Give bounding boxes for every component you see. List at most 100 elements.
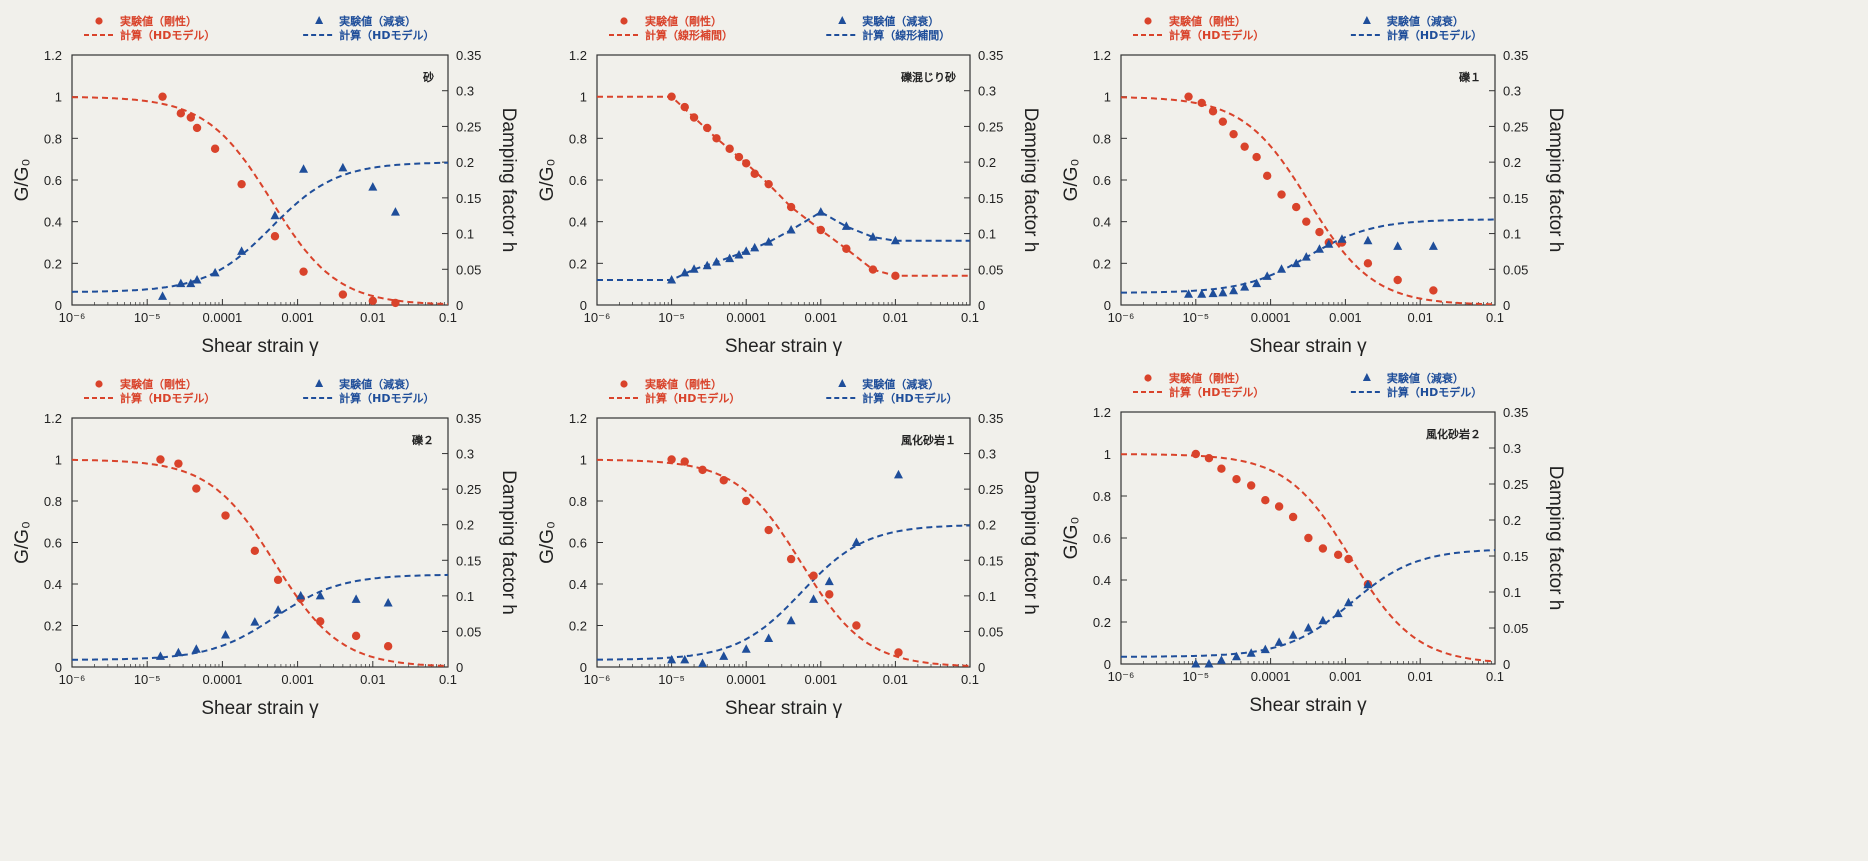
y-left-tick-label: 1 <box>1104 90 1111 105</box>
stiffness-point <box>1217 464 1226 473</box>
x-tick-label: 0.0001 <box>726 310 766 325</box>
legend-damping-calc: 計算（HDモデル） <box>1387 385 1482 399</box>
damping-point <box>786 615 796 625</box>
stiffness-calc-curve <box>1121 96 1495 305</box>
y-left-tick-label: 0.4 <box>569 215 587 230</box>
y-right-tick-label: 0 <box>1503 657 1510 672</box>
stiffness-point <box>250 546 260 555</box>
damping-point <box>270 210 280 220</box>
curves <box>597 458 970 667</box>
y-right-tick-label: 0.35 <box>456 411 481 426</box>
stiffness-point <box>1315 227 1324 237</box>
stiffness-point <box>1288 512 1298 522</box>
damping-point <box>368 182 378 191</box>
plot-frame <box>596 54 971 306</box>
legend-damping-calc: 計算（HDモデル） <box>339 391 434 405</box>
stiffness-calc-curve <box>597 95 970 277</box>
x-axis-label: Shear strain γ <box>725 336 843 357</box>
damping-point <box>1303 623 1313 632</box>
stiffness-point <box>1274 502 1284 511</box>
y-right-tick-label: 0.25 <box>978 482 1003 497</box>
y-left-tick-label: 0.8 <box>1093 489 1111 504</box>
y-right-tick-label: 0.05 <box>456 624 481 639</box>
damping-point <box>667 275 677 284</box>
y-right-tick-label: 0.25 <box>456 482 481 497</box>
stiffness-point <box>1302 217 1311 226</box>
y-right-axis-label: Damping factor h <box>498 108 519 253</box>
y-right-tick-label: 0.3 <box>1503 84 1521 99</box>
damping-point <box>1231 651 1241 661</box>
y-right-tick-label: 0.2 <box>978 155 996 170</box>
y-left-tick-label: 1.2 <box>1093 48 1111 63</box>
x-tick-label: 10⁻⁵ <box>1182 669 1209 684</box>
damping-point <box>702 260 712 270</box>
x-tick-label: 0.0001 <box>203 310 243 325</box>
y-right-tick-label: 0.1 <box>456 227 474 242</box>
y-right-tick-label: 0.35 <box>978 411 1003 426</box>
damping-point <box>192 275 202 284</box>
legend-stiffness-marker <box>620 380 628 388</box>
damping-point <box>698 658 708 667</box>
y-left-tick-label: 0.2 <box>44 256 62 271</box>
y-right-tick-label: 0.2 <box>456 518 474 533</box>
x-tick-label: 0.0001 <box>1251 669 1291 684</box>
y-right-tick-label: 0.35 <box>1503 405 1528 420</box>
damping-point <box>1363 235 1373 245</box>
legend: 実験値（剛性）計算（HDモデル）実験値（減衰）計算（HDモデル） <box>1133 371 1482 399</box>
damping-point <box>299 164 309 173</box>
damping-point <box>1343 597 1353 607</box>
y-right-axis-label: Damping factor h <box>1020 470 1041 615</box>
y-right-tick-label: 0.3 <box>1503 441 1521 456</box>
curves <box>1121 453 1495 663</box>
stiffness-point <box>351 631 361 641</box>
y-left-tick-label: 0.4 <box>44 577 62 592</box>
stiffness-point <box>273 575 283 585</box>
stiffness-point <box>1246 481 1256 490</box>
stiffness-point <box>1229 129 1238 139</box>
damping-point <box>1252 278 1262 288</box>
legend-stiffness-exp: 実験値（剛性） <box>1169 14 1246 28</box>
y-right-tick-label: 0.25 <box>978 119 1003 134</box>
y-left-tick-label: 0.4 <box>1093 573 1111 588</box>
damping-point <box>741 644 751 653</box>
damping-point <box>851 537 861 546</box>
stiffness-point <box>156 455 165 464</box>
x-tick-label: 0.01 <box>883 672 908 687</box>
stiffness-point <box>712 134 721 143</box>
x-tick-label: 10⁻⁶ <box>59 310 86 325</box>
x-axis-label: Shear strain γ <box>1249 336 1367 357</box>
stiffness-point <box>338 290 348 299</box>
stiffness-point <box>667 92 676 101</box>
stiffness-point <box>1363 259 1373 268</box>
stiffness-point <box>764 525 773 535</box>
y-left-tick-label: 0.6 <box>1093 173 1111 188</box>
damping-point <box>383 597 393 607</box>
damping-point <box>680 267 690 277</box>
y-right-tick-label: 0.1 <box>1503 227 1521 242</box>
stiffness-point <box>1184 92 1193 101</box>
damping-point <box>191 644 201 653</box>
legend-damping-exp: 実験値（減衰） <box>1387 371 1464 385</box>
damping-point <box>1260 644 1270 654</box>
y-right-tick-label: 0.05 <box>456 262 481 277</box>
stiffness-point <box>742 159 751 168</box>
y-left-tick-label: 0.4 <box>569 577 587 592</box>
x-tick-label: 0.001 <box>805 672 838 687</box>
stiffness-point <box>1318 544 1328 553</box>
stiffness-point <box>158 92 167 101</box>
damping-point <box>764 633 774 643</box>
damping-point <box>390 207 400 216</box>
damping-point <box>689 264 699 273</box>
damping-point <box>1204 659 1214 668</box>
stiffness-point <box>176 109 186 118</box>
damping-calc-curve <box>1121 549 1495 658</box>
stiffness-point <box>210 144 220 153</box>
damping-point <box>712 257 722 266</box>
y-right-tick-label: 0.3 <box>978 84 996 99</box>
curves <box>597 95 970 281</box>
legend-stiffness-calc: 計算（HDモデル） <box>1169 28 1264 42</box>
stiffness-point <box>391 298 400 308</box>
y-right-axis-label: Damping factor h <box>1020 108 1041 253</box>
y-left-tick-label: 1.2 <box>569 48 587 63</box>
x-tick-label: 0.001 <box>805 310 838 325</box>
